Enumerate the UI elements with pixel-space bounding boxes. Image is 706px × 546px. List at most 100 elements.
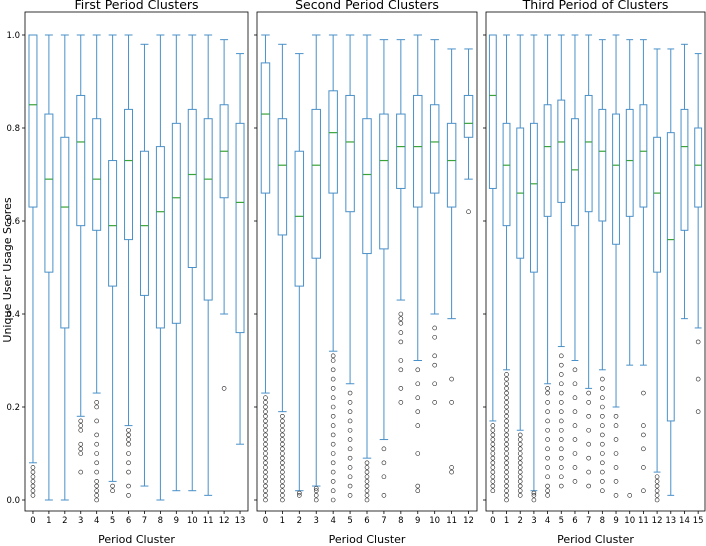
iqr-box bbox=[543, 104, 552, 217]
outlier-point bbox=[490, 465, 496, 470]
box-0 bbox=[260, 34, 271, 503]
outlier-point bbox=[432, 334, 437, 340]
outlier-point bbox=[558, 474, 564, 480]
outlier-point bbox=[558, 400, 564, 405]
outlier-point bbox=[545, 465, 550, 470]
outlier-point bbox=[30, 474, 36, 480]
x-tick-label: 8 bbox=[398, 516, 403, 526]
x-tick-label: 8 bbox=[600, 516, 605, 526]
x-tick-label: 9 bbox=[613, 516, 618, 526]
x-tick-label: 12 bbox=[652, 516, 663, 526]
outlier-point bbox=[654, 488, 660, 494]
outlier-point bbox=[30, 465, 36, 470]
outlier-point bbox=[504, 409, 509, 414]
iqr-box bbox=[571, 118, 579, 227]
outlier-point bbox=[504, 400, 509, 405]
panel-title: Third Period of Clusters bbox=[522, 0, 669, 12]
outlier-point bbox=[263, 395, 268, 401]
outlier-point bbox=[30, 488, 36, 494]
outlier-point bbox=[504, 497, 509, 503]
y-tick-label: 0.6 bbox=[6, 217, 20, 227]
x-tick-label: 10 bbox=[429, 516, 440, 526]
box-10 bbox=[429, 39, 440, 405]
outlier-point bbox=[110, 483, 115, 489]
x-axis-label: Period Cluster bbox=[557, 533, 634, 546]
box-15 bbox=[694, 53, 703, 414]
outlier-point bbox=[572, 451, 578, 456]
outlier-point bbox=[364, 488, 370, 494]
outlier-point bbox=[504, 465, 509, 470]
outlier-point bbox=[330, 353, 336, 359]
outlier-point bbox=[280, 423, 285, 428]
outlier-point bbox=[558, 372, 564, 377]
box-9 bbox=[612, 34, 620, 498]
outlier-point bbox=[364, 465, 370, 470]
x-tick-label: 15 bbox=[693, 516, 704, 526]
outlier-point bbox=[504, 418, 509, 424]
outlier-point bbox=[126, 427, 131, 433]
outlier-point bbox=[263, 488, 268, 494]
outlier-point bbox=[126, 469, 131, 475]
y-tick-label: 0.8 bbox=[6, 124, 20, 134]
outlier-point bbox=[504, 479, 509, 484]
iqr-box bbox=[413, 94, 423, 208]
x-tick-label: 9 bbox=[174, 516, 179, 526]
outlier-point bbox=[504, 395, 509, 401]
outlier-point bbox=[364, 474, 370, 480]
outlier-point bbox=[517, 446, 523, 452]
x-tick-label: 10 bbox=[624, 516, 635, 526]
box-1 bbox=[502, 34, 511, 503]
panel-3: Third Period of Clusters Period Cluster 0 1… bbox=[483, 0, 706, 546]
outlier-point bbox=[572, 409, 578, 414]
x-tick-label: 6 bbox=[364, 516, 369, 526]
box-0 bbox=[28, 34, 38, 498]
outlier-point bbox=[94, 404, 99, 410]
y-tick-label: 1.0 bbox=[6, 31, 20, 41]
outlier-point bbox=[297, 490, 302, 496]
outlier-point bbox=[558, 418, 564, 424]
iqr-box bbox=[463, 94, 474, 138]
outlier-point bbox=[600, 441, 605, 447]
outlier-point bbox=[330, 479, 336, 484]
outlier-point bbox=[600, 479, 605, 484]
outlier-point bbox=[504, 390, 509, 396]
outlier-point bbox=[432, 353, 437, 359]
outlier-point bbox=[432, 325, 437, 331]
outlier-point bbox=[654, 497, 660, 503]
outlier-point bbox=[641, 446, 646, 452]
outlier-point bbox=[432, 381, 437, 387]
outlier-point bbox=[364, 460, 370, 466]
outlier-point bbox=[545, 455, 550, 461]
outlier-point bbox=[654, 493, 660, 498]
outlier-point bbox=[517, 493, 523, 498]
outlier-point bbox=[572, 423, 578, 428]
iqr-box bbox=[187, 108, 197, 269]
outlier-point bbox=[504, 381, 509, 387]
outlier-point bbox=[558, 427, 564, 433]
outlier-point bbox=[78, 418, 84, 424]
outlier-point bbox=[263, 451, 268, 456]
outlier-point bbox=[347, 418, 353, 424]
outlier-point bbox=[263, 427, 268, 433]
outlier-point bbox=[531, 490, 537, 496]
outlier-point bbox=[613, 413, 619, 419]
outlier-point bbox=[415, 451, 421, 456]
outlier-point bbox=[263, 400, 268, 405]
box-2 bbox=[516, 34, 525, 498]
x-tick-label: 2 bbox=[297, 516, 302, 526]
outlier-point bbox=[280, 413, 285, 419]
outlier-point bbox=[94, 451, 99, 456]
outlier-point bbox=[280, 441, 285, 447]
box-2 bbox=[60, 34, 70, 501]
outlier-point bbox=[504, 455, 509, 461]
outlier-point bbox=[330, 441, 336, 447]
x-tick-label: 9 bbox=[415, 516, 420, 526]
x-tick-label: 0 bbox=[490, 516, 495, 526]
outlier-point bbox=[490, 441, 496, 447]
panel-1: First Period Clusters Period Cluster 0.0 0.… bbox=[6, 0, 249, 546]
box-8 bbox=[598, 39, 607, 494]
outlier-point bbox=[558, 465, 564, 470]
outlier-point bbox=[600, 469, 605, 475]
outlier-point bbox=[330, 358, 336, 363]
